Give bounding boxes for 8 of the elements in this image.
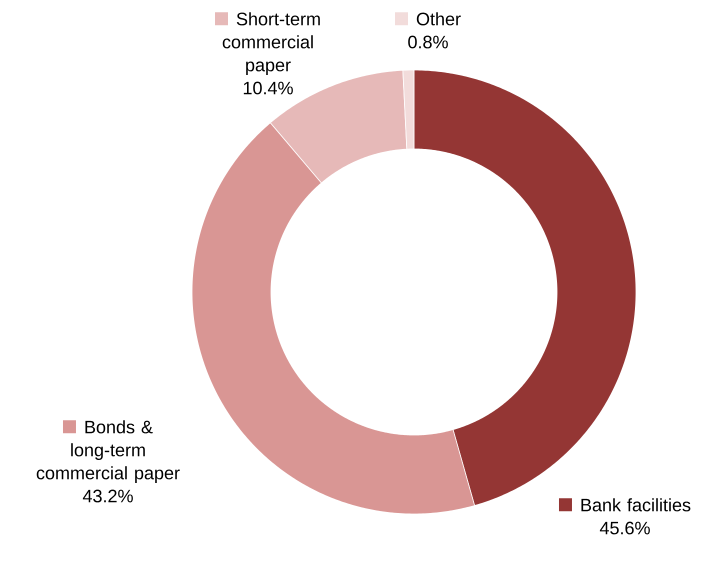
legend-label: Short-term commercial paper [222, 12, 320, 75]
data-label: 0.8% [408, 36, 448, 48]
data-label: 43.2% [82, 490, 133, 502]
legend-label: Bank facilities [581, 498, 690, 512]
legend-label: Bonds & long-term commercial paper [36, 420, 180, 483]
data-label: 10.4% [244, 82, 293, 94]
data-label: 45.6% [600, 522, 650, 534]
legend-label: Other [416, 12, 461, 26]
